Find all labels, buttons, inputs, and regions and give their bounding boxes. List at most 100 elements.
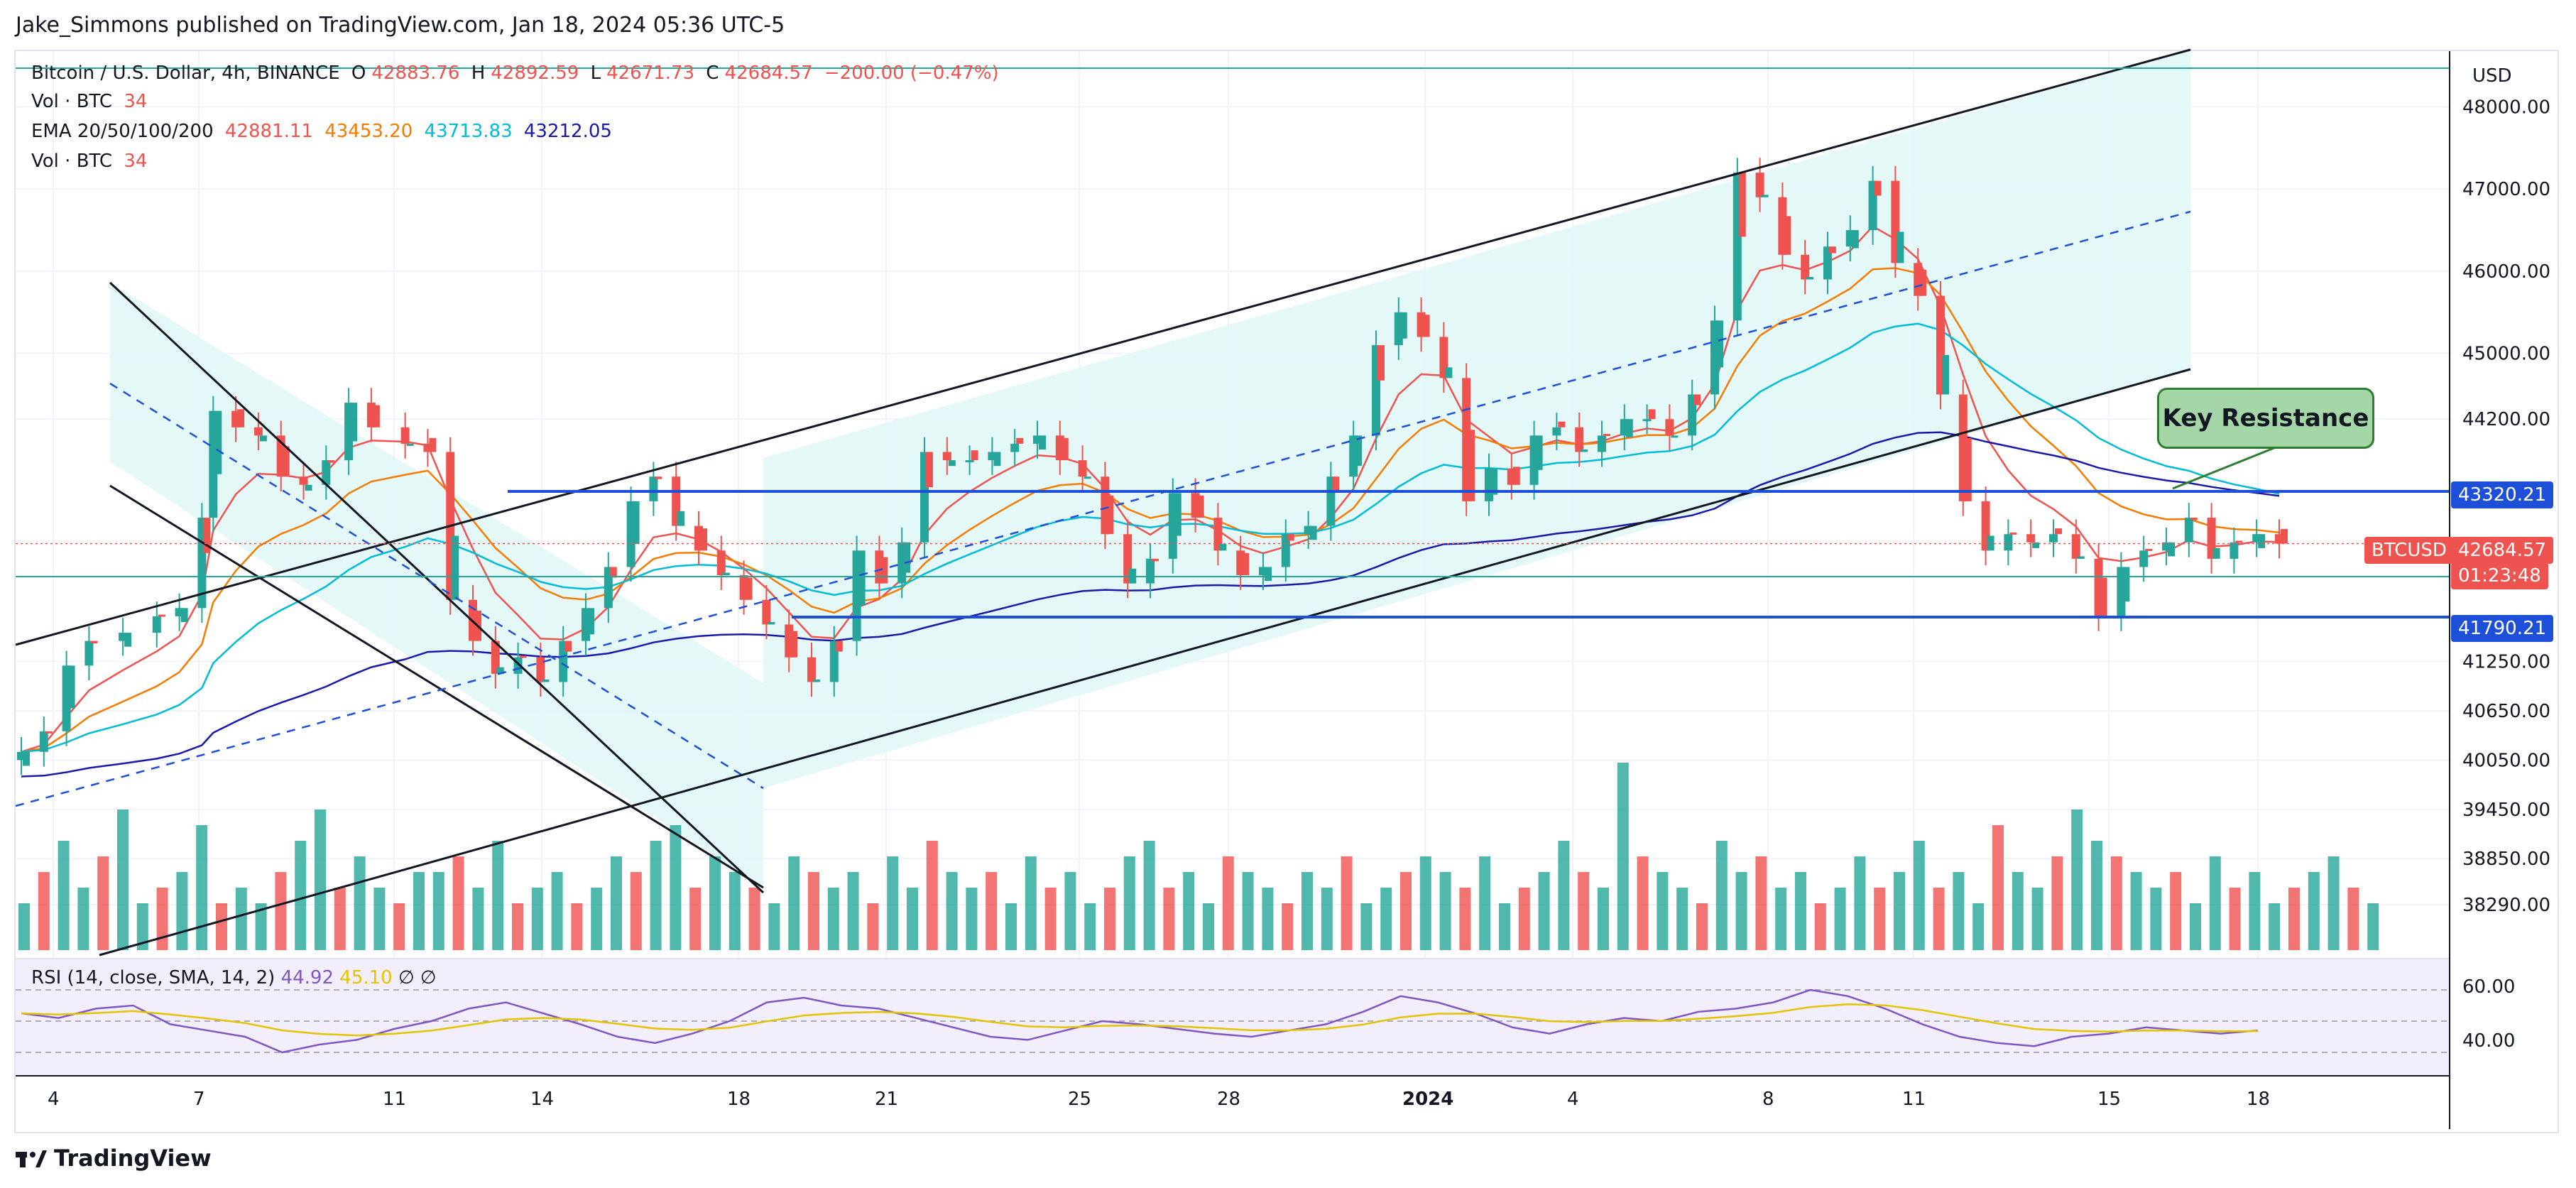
volume-bar	[77, 888, 89, 950]
candle	[564, 641, 572, 652]
descending-trendline-upper	[109, 281, 765, 894]
candle	[1642, 419, 1652, 422]
support-price-label: 41790.21	[2451, 615, 2554, 642]
candle	[1016, 437, 1024, 444]
volume-legend: Vol · BTC 34	[31, 91, 153, 112]
candle	[1919, 269, 1927, 296]
candle	[1801, 254, 1810, 280]
volume-bar	[1479, 856, 1491, 950]
currency-label[interactable]: USD	[2472, 65, 2512, 87]
key-resistance-callout: Key Resistance	[2157, 388, 2374, 449]
volume-bar	[670, 825, 682, 950]
candle	[716, 550, 726, 576]
ascending-channel-fill	[763, 50, 2190, 788]
volume-bar	[768, 903, 780, 950]
candle	[2235, 540, 2243, 543]
candle	[1581, 449, 1588, 452]
time-tick-label: 4	[1567, 1089, 1579, 1110]
volume-bar	[748, 888, 760, 950]
volume-bar	[492, 841, 504, 950]
candle	[1552, 427, 1561, 436]
candle	[1490, 468, 1497, 495]
rsi-sma-line	[21, 1003, 2259, 1037]
volume-bar	[2110, 856, 2122, 950]
price-tick-label: 40650.00	[2462, 701, 2550, 722]
candle	[1010, 443, 1020, 452]
volume-bar	[531, 888, 543, 950]
volume-bar	[1953, 872, 1965, 950]
volume-bar	[18, 903, 30, 950]
candle	[2032, 542, 2040, 548]
volume-bar	[1578, 872, 1590, 950]
candle	[965, 460, 974, 463]
time-tick-label: 4	[48, 1089, 60, 1110]
volume-bar	[907, 888, 918, 950]
volume-bar	[2308, 872, 2320, 950]
volume-bar	[1874, 888, 1886, 950]
rsi-sma-value: 45.10	[339, 967, 393, 988]
candle	[67, 665, 75, 709]
price-tick-label: 45000.00	[2462, 344, 2550, 365]
candle	[536, 657, 545, 682]
volume-bar	[1637, 856, 1649, 950]
candle	[519, 655, 527, 658]
time-tick-label: 18	[2247, 1089, 2270, 1110]
tradingview-logo[interactable]: TradingView	[16, 1145, 212, 1172]
price-tick-label: 41250.00	[2462, 652, 2550, 673]
ema50-value: 43453.20	[324, 121, 413, 142]
ema-lines	[21, 225, 2280, 778]
candle	[429, 437, 437, 452]
candle	[988, 452, 997, 461]
candle	[1512, 467, 1520, 485]
candle	[1603, 434, 1610, 437]
volume-value-2: 34	[124, 151, 148, 172]
volume-bar	[1380, 888, 1392, 950]
volume-bar	[571, 903, 583, 950]
volume-bar	[432, 872, 444, 950]
price-tick-label: 48000.00	[2462, 97, 2550, 119]
volume-bar	[373, 888, 386, 950]
volume-bar	[1913, 841, 1925, 950]
symbol-legend: Bitcoin / U.S. Dollar, 4h, BINANCE O 4288…	[31, 62, 1005, 84]
volume-bar	[2288, 888, 2300, 950]
candle	[2055, 528, 2062, 535]
time-tick-label: 18	[727, 1089, 751, 1110]
volume-bar	[354, 856, 366, 950]
volume-bar	[1735, 872, 1747, 950]
candle	[1259, 567, 1267, 576]
price-tick-label: 38290.00	[2462, 895, 2550, 916]
candle	[45, 731, 53, 734]
ohlc-low: 42671.73	[606, 62, 695, 84]
volume-bar	[1341, 856, 1353, 950]
candle	[124, 633, 132, 647]
candle	[1738, 173, 1746, 237]
volume-bar	[512, 903, 523, 950]
volume-bar	[393, 903, 405, 950]
candle	[327, 460, 335, 463]
candle	[1942, 354, 1949, 395]
volume-bar	[255, 903, 267, 950]
rsi-value: 44.92	[280, 967, 334, 988]
volume-bar	[1617, 763, 1629, 950]
candle	[1575, 427, 1584, 452]
candle	[1355, 435, 1363, 467]
volume-bar	[2031, 888, 2043, 950]
candle	[903, 542, 911, 573]
chart-frame[interactable]	[14, 50, 2559, 1133]
volume-bar	[1005, 903, 1017, 950]
candle	[655, 476, 662, 479]
volume-bar	[1025, 856, 1037, 950]
volume-bar	[1163, 888, 1175, 950]
price-tick-label: 47000.00	[2462, 179, 2550, 200]
volume-bar	[2012, 872, 2024, 950]
volume-bar	[117, 810, 129, 950]
candle	[1625, 419, 1633, 437]
ema200-line	[21, 431, 2280, 778]
candle	[2184, 518, 2193, 543]
ohlc-h-label: H	[471, 62, 486, 84]
candle	[84, 641, 94, 666]
candle	[1332, 476, 1340, 492]
candle	[259, 435, 267, 442]
empty-set-icon-2: ∅	[420, 967, 437, 988]
